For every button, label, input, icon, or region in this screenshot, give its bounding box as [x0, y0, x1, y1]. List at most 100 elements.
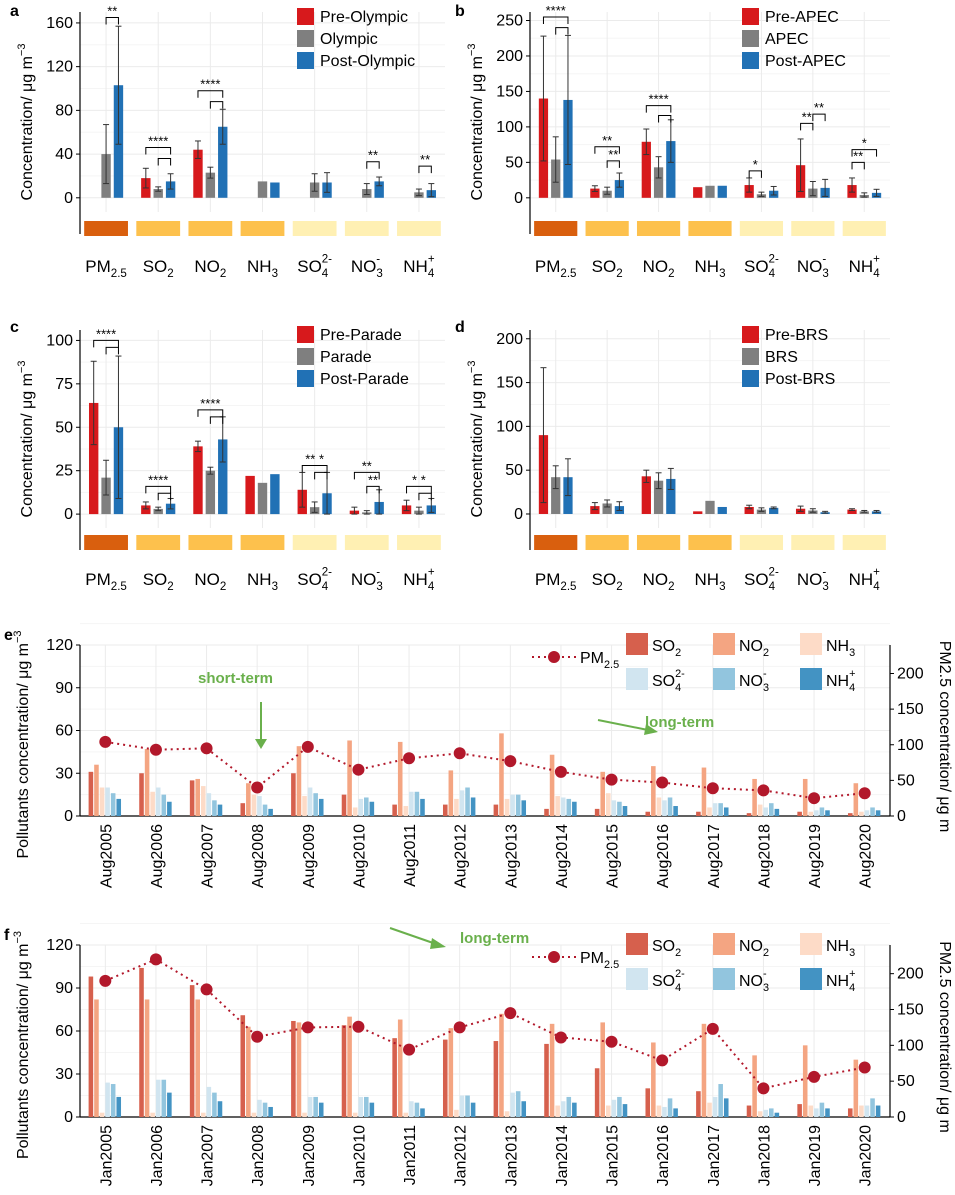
- y-tick-label: 250: [496, 13, 523, 30]
- level-strip-0: [84, 221, 128, 236]
- y-axis-title-sup: −3: [16, 44, 28, 57]
- significance-bracket: [594, 146, 620, 154]
- bar-f-NH4-10: [622, 1104, 628, 1117]
- x-label-3: NH3: [695, 570, 726, 593]
- legend-label-2: Post-Olympic: [320, 53, 415, 70]
- bar-e-NO2-8: [499, 733, 504, 816]
- bar-b-3-2: [717, 185, 727, 198]
- significance-bracket: [606, 160, 620, 168]
- bar-e-NO3-15: [870, 807, 875, 816]
- bar-f-NO2-13: [752, 1055, 757, 1117]
- y-axis-title-left: Pollutants concentration/ μg m−3: [12, 630, 32, 858]
- bar-e-SO2-4: [291, 773, 296, 816]
- y-title-left-sup: −3: [12, 630, 24, 643]
- bar-f-NO2-9: [549, 1023, 555, 1117]
- bar-f-SO2-6: [392, 1038, 397, 1117]
- significance-label: *: [862, 136, 867, 151]
- significance-label: ****: [96, 326, 116, 341]
- bar-a-3-2: [270, 182, 280, 198]
- bar-f-SO2-10: [594, 1068, 600, 1117]
- x-label-4: Jan2009: [301, 1125, 318, 1186]
- bar-f-NO2-15: [853, 1059, 859, 1117]
- bar-e-NO2-3: [246, 783, 251, 816]
- bar-f-NO3-9: [566, 1096, 572, 1117]
- bar-e-SO2-6: [392, 804, 397, 816]
- y-tick-label: 0: [64, 190, 73, 207]
- bar-e-SO2-7: [442, 804, 448, 816]
- legend-swatch-2: [297, 370, 314, 387]
- pm25-point-2: [200, 742, 213, 755]
- y-axis-title: Concentration/ μg m−3: [16, 361, 36, 518]
- bar-e-SO2-9: [544, 808, 549, 816]
- bar-f-NO2-5: [347, 1016, 352, 1117]
- bar-e-SO2-13: [746, 813, 752, 816]
- y-tick-label-right: 0: [897, 1109, 906, 1126]
- bar-f-NO2-12: [701, 1023, 707, 1117]
- bar-e-NO3-9: [566, 798, 572, 816]
- x-label-14: Aug2019: [807, 824, 824, 888]
- bar-e-NO3-8: [515, 794, 521, 816]
- annotation-long-term: long-term: [645, 714, 714, 731]
- y-tick-label: 120: [46, 59, 73, 76]
- pm25-point-2: [200, 983, 213, 996]
- y-tick-label-right: 50: [897, 1073, 915, 1090]
- bar-c-0-1: [101, 477, 111, 515]
- significance-bracket: [366, 161, 380, 169]
- level-strip-0: [84, 535, 128, 550]
- significance-label: ** *: [305, 451, 324, 466]
- y-axis-title-main: Concentration/ μg m: [469, 373, 486, 517]
- x-label-0: PM2.5: [535, 570, 577, 593]
- y-tick-label-left: 60: [55, 1023, 73, 1040]
- significance-label: **: [608, 147, 618, 162]
- bar-e-NH3-14: [808, 811, 814, 816]
- y-axis-title: Concentration/ μg m−3: [16, 44, 36, 201]
- bar-e-SO4-12: [712, 803, 718, 816]
- x-label-15: Aug2020: [858, 824, 875, 888]
- bar-f-SO2-11: [645, 1088, 651, 1117]
- bar-f-SO4-9: [560, 1101, 566, 1117]
- x-label-0: PM2.5: [535, 257, 577, 280]
- legend-swatch-1: [297, 348, 314, 365]
- bar-f-NH3-15: [859, 1105, 864, 1117]
- significance-label: ****: [148, 134, 168, 149]
- significance-bracket: [542, 16, 569, 24]
- x-label-2: NO2: [194, 257, 226, 280]
- bar-c-0-0: [88, 402, 99, 515]
- bar-e-NH4-14: [825, 810, 830, 816]
- bar-e-NO2-0: [94, 764, 99, 816]
- x-label-3: NH3: [247, 257, 278, 280]
- pm25-point-13: [757, 784, 770, 797]
- bar-e-SO4-15: [864, 810, 870, 816]
- y-tick-label: 75: [55, 376, 73, 393]
- y-axis-title: Concentration/ μg m−3: [466, 44, 486, 201]
- bar-e-NH3-12: [707, 807, 712, 816]
- pm25-point-9: [554, 765, 567, 778]
- x-label-6: Jan2011: [402, 1125, 419, 1185]
- significance-bracket: [851, 161, 865, 170]
- panel-letter: f: [4, 927, 10, 944]
- legend-label-SO4: SO42-: [652, 968, 685, 994]
- bar-e-NO3-1: [161, 794, 167, 816]
- x-label-3: NH3: [247, 570, 278, 593]
- level-strip-4: [739, 535, 784, 550]
- bar-c-2-2: [218, 439, 228, 515]
- legend-swatch-NH4: [800, 968, 822, 990]
- y-tick-label: 80: [55, 102, 73, 119]
- bar-e-SO4-14: [814, 810, 819, 816]
- y-tick-label: 150: [496, 375, 523, 392]
- x-label-8: Aug2013: [503, 824, 520, 888]
- bar-a-3-1: [257, 181, 268, 198]
- legend-label-1: Olympic: [320, 31, 378, 48]
- y-axis-title-main: Concentration/ μg m: [469, 56, 486, 200]
- y-axis-title-sup: −3: [466, 361, 478, 374]
- pm25-line: [105, 740, 865, 800]
- bar-e-NO3-7: [465, 787, 470, 816]
- annotation-long-term: long-term: [460, 930, 529, 947]
- bar-f-NH4-14: [825, 1108, 830, 1117]
- level-strip-5: [791, 221, 835, 236]
- pm25-point-15: [858, 1061, 871, 1074]
- level-strip-4: [292, 535, 337, 550]
- y-tick-label: 100: [46, 332, 73, 349]
- significance-label: **: [814, 100, 824, 115]
